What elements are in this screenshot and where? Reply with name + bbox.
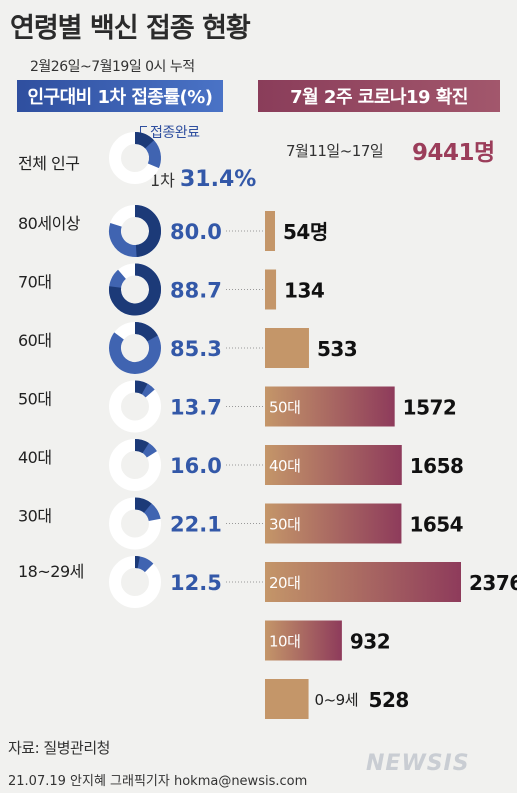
age-label: 80세이상 xyxy=(18,214,81,233)
week-range: 7월11일~17일 xyxy=(286,142,384,160)
case-bar-label: 30대 xyxy=(269,516,300,534)
newsis-watermark: NEWSIS xyxy=(366,751,470,776)
legend-bracket-icon xyxy=(140,126,147,135)
age-rate: 22.1 xyxy=(170,513,222,537)
completed-legend: 접종완료 xyxy=(140,122,200,142)
case-bar xyxy=(265,386,395,427)
case-bar-label: 50대 xyxy=(269,399,300,417)
age-label: 60대 xyxy=(18,331,52,350)
case-value: 1654 xyxy=(409,513,463,537)
age-rate: 12.5 xyxy=(170,571,222,595)
case-bar xyxy=(265,503,402,544)
age-rate: 85.3 xyxy=(170,337,222,361)
case-value: 1658 xyxy=(410,454,464,478)
age-donut-completed xyxy=(134,380,148,395)
credit-note: 21.07.19 안지혜 그래픽기자 hokma@newsis.com xyxy=(8,774,308,789)
weekly-cases-header: 7월 2주 코로나19 확진 xyxy=(258,80,500,112)
age-label: 30대 xyxy=(18,507,52,526)
age-rate: 88.7 xyxy=(170,279,222,303)
case-value: 932 xyxy=(350,630,390,654)
first-dose-label: 1차 xyxy=(150,171,175,190)
vaccination-rate-header: 인구대비 1차 접종률(%) xyxy=(17,80,223,112)
age-label: 40대 xyxy=(18,448,52,467)
case-bar-label: 40대 xyxy=(269,457,300,475)
total-population-label: 전체 인구 xyxy=(18,154,80,173)
age-rate: 80.0 xyxy=(170,220,222,244)
total-donut-completed xyxy=(134,132,154,149)
age-label: 18~29세 xyxy=(18,562,84,581)
case-value: 528 xyxy=(369,688,409,712)
case-value: 533 xyxy=(317,337,357,361)
age-donut-completed xyxy=(109,263,161,316)
case-value: 1572 xyxy=(403,396,457,420)
case-value: 2376 xyxy=(469,571,517,595)
case-bar xyxy=(265,679,309,719)
age-donut-completed xyxy=(134,497,152,514)
chart-title: 연령별 백신 접종 현황 xyxy=(10,13,251,44)
age-rate: 16.0 xyxy=(170,454,222,478)
case-bar xyxy=(265,445,402,485)
age-label: 70대 xyxy=(18,273,52,292)
age-label: 50대 xyxy=(18,390,52,409)
case-value: 134 xyxy=(284,279,324,303)
case-value: 54명 xyxy=(283,220,328,244)
total-first-dose-rate: 31.4% xyxy=(180,167,257,192)
case-bar-label: 10대 xyxy=(269,633,300,651)
age-rate: 13.7 xyxy=(170,396,222,420)
case-bar-label: 0~9세 xyxy=(315,691,358,709)
source-note: 자료: 질병관리청 xyxy=(8,739,110,757)
case-bar-label: 20대 xyxy=(269,574,300,592)
case-bar xyxy=(265,328,309,368)
age-donut-completed xyxy=(134,439,149,454)
age-donut-completed xyxy=(134,322,158,342)
week-cases-total: 9441명 xyxy=(412,140,495,166)
case-bar xyxy=(265,620,342,661)
total-first-dose: 1차 31.4% xyxy=(150,167,256,192)
age-donut-completed xyxy=(134,205,161,257)
case-bar xyxy=(265,269,277,310)
period-note: 2월26일~7월19일 0시 누적 xyxy=(30,59,195,75)
case-bar xyxy=(265,562,461,602)
legend-label: 접종완료 xyxy=(150,125,200,141)
case-bar xyxy=(265,211,275,251)
